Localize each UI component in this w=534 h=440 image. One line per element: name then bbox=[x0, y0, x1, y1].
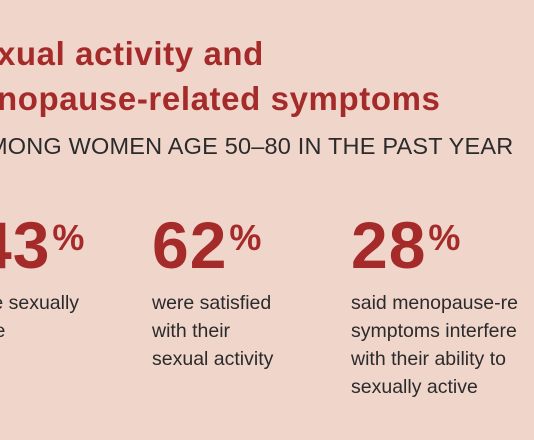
percent-sign: % bbox=[52, 217, 85, 258]
stat-number: 62 bbox=[152, 208, 228, 282]
title-line-2: enopause-related symptoms bbox=[0, 80, 441, 117]
stat-satisfied: 62% were satisfied with their sexual act… bbox=[152, 212, 273, 373]
stat-figure: 62% bbox=[152, 212, 273, 278]
stat-number: 43 bbox=[0, 208, 51, 282]
stat-symptoms-interfered: 28% said menopause-re symptoms interfere… bbox=[351, 212, 518, 401]
stat-description-line: symptoms interfere bbox=[351, 320, 517, 342]
stat-number: 28 bbox=[351, 208, 427, 282]
percent-sign: % bbox=[229, 217, 262, 258]
stat-description-line: sexually active bbox=[351, 376, 478, 398]
stat-description-line: said menopause-re bbox=[351, 292, 518, 314]
subtitle: MONG WOMEN AGE 50–80 IN THE PAST YEAR bbox=[0, 133, 514, 159]
stat-description-line: with their bbox=[152, 320, 231, 342]
stat-description: ere sexually tive bbox=[0, 289, 84, 345]
stat-description-line: tive bbox=[0, 317, 84, 345]
title-line-1: exual activity and bbox=[0, 35, 264, 72]
stat-description: were satisfied with their sexual activit… bbox=[152, 289, 273, 373]
percent-sign: % bbox=[428, 217, 461, 258]
stat-description: said menopause-re symptoms interfere wit… bbox=[351, 289, 518, 401]
stat-figure: 28% bbox=[351, 212, 518, 278]
stat-description-line: ere sexually bbox=[0, 292, 80, 314]
stat-figure: 43% bbox=[0, 212, 84, 278]
stat-description-line: were satisfied bbox=[152, 292, 272, 314]
stat-description-line: with their ability to bbox=[351, 348, 506, 370]
stat-description-line: sexual activity bbox=[152, 348, 274, 370]
stat-sexually-active: 43% ere sexually tive bbox=[0, 212, 84, 345]
